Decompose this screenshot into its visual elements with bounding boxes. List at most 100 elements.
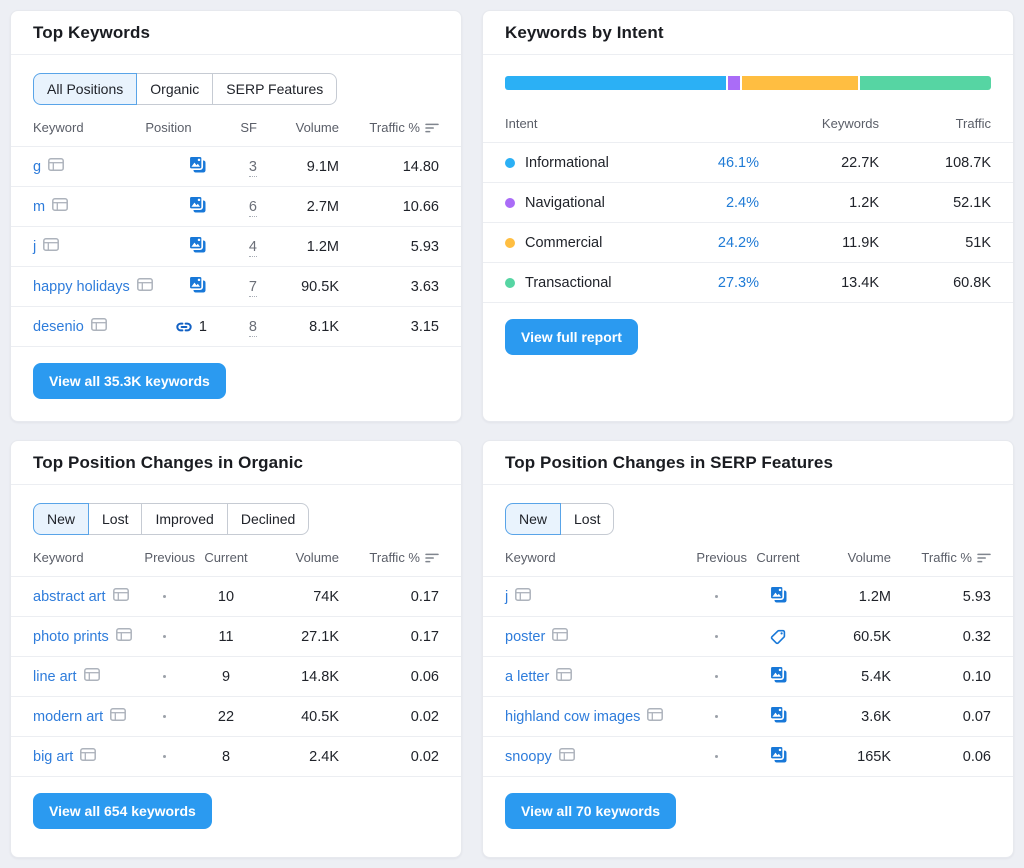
tab-lost[interactable]: Lost	[560, 503, 615, 535]
traffic-value: 0.06	[410, 668, 439, 685]
tab-organic[interactable]: Organic	[136, 73, 214, 105]
intent-keywords-value: 11.9K	[842, 234, 879, 251]
traffic-value: 5.93	[410, 238, 439, 255]
intent-traffic-value: 108.7K	[945, 154, 991, 171]
intent-percent-link[interactable]: 46.1%	[717, 154, 759, 171]
informational-dot-icon	[505, 157, 515, 168]
images-pack-icon[interactable]	[188, 235, 207, 258]
keyword-link[interactable]: poster	[505, 628, 546, 645]
serp-changes-header: Top Position Changes in SERP Features	[483, 441, 1013, 485]
keyword-link[interactable]: happy holidays	[33, 278, 130, 295]
keyword-link[interactable]: abstract art	[33, 588, 106, 605]
current-position-value: 11	[218, 628, 234, 645]
previous-none-dot	[714, 595, 718, 598]
keyword-link[interactable]: g	[33, 158, 42, 175]
keyword-link[interactable]: snoopy	[505, 748, 552, 765]
traffic-value: 0.02	[410, 708, 439, 725]
keyword-link[interactable]: j	[505, 588, 509, 605]
sort-descending-icon[interactable]	[425, 123, 439, 133]
serp-preview-icon[interactable]	[83, 668, 100, 685]
images-pack-icon[interactable]	[768, 665, 788, 688]
sf-count-link[interactable]: 7	[248, 278, 257, 297]
sf-count-link[interactable]: 4	[248, 238, 257, 257]
keyword-link[interactable]: desenio	[33, 318, 84, 335]
serp-preview-icon[interactable]	[90, 318, 107, 335]
keyword-link[interactable]: m	[33, 198, 46, 215]
intent-bar-commercial[interactable]	[741, 76, 858, 90]
traffic-value: 0.32	[962, 628, 991, 645]
intent-bar-transactional[interactable]	[859, 76, 991, 90]
serp-preview-icon[interactable]	[80, 748, 97, 765]
keyword-link[interactable]: highland cow images	[505, 708, 641, 725]
tab-lost[interactable]: Lost	[88, 503, 143, 535]
serp-preview-icon[interactable]	[136, 278, 153, 295]
keyword-link[interactable]: photo prints	[33, 628, 109, 645]
intent-percent-link[interactable]: 27.3%	[717, 274, 759, 291]
intent-bar-navigational[interactable]	[728, 76, 740, 90]
view-all-serp-keywords-button[interactable]: View all 70 keywords	[505, 793, 677, 829]
images-pack-icon[interactable]	[768, 585, 788, 608]
sf-count-link[interactable]: 8	[248, 318, 257, 337]
volume-value: 2.7M	[306, 198, 339, 215]
table-row: a letter 5.4K 0.10	[483, 657, 1013, 697]
view-all-organic-keywords-button[interactable]: View all 654 keywords	[33, 793, 212, 829]
tab-new[interactable]: New	[33, 503, 90, 535]
tab-declined[interactable]: Declined	[226, 503, 310, 535]
intent-bar-informational[interactable]	[505, 76, 727, 90]
current-position-value: 10	[217, 588, 235, 605]
tab-all-positions[interactable]: All Positions	[33, 73, 138, 105]
previous-none-dot	[714, 635, 718, 638]
sort-descending-icon[interactable]	[977, 553, 991, 563]
volume-value: 27.1K	[301, 628, 339, 645]
keyword-link[interactable]: modern art	[33, 708, 104, 725]
sort-descending-icon[interactable]	[425, 553, 439, 563]
serp-preview-icon[interactable]	[52, 198, 69, 215]
view-all-keywords-button[interactable]: View all 35.3K keywords	[33, 363, 226, 399]
serp-changes-title: Top Position Changes in SERP Features	[505, 452, 834, 472]
previous-none-dot	[162, 595, 166, 598]
tab-serp-features[interactable]: SERP Features	[212, 73, 338, 105]
sf-count-link[interactable]: 3	[248, 158, 257, 177]
serp-preview-icon[interactable]	[112, 588, 129, 605]
organic-changes-header: Top Position Changes in Organic	[11, 441, 461, 485]
images-pack-icon[interactable]	[188, 275, 207, 298]
serp-preview-icon[interactable]	[647, 708, 664, 725]
keyword-link[interactable]: j	[33, 238, 37, 255]
table-row: snoopy 165K 0.06	[483, 737, 1013, 777]
tab-new[interactable]: New	[505, 503, 562, 535]
volume-value: 3.6K	[861, 708, 891, 725]
sf-count-link[interactable]: 6	[248, 198, 257, 217]
serp-preview-icon[interactable]	[556, 668, 573, 685]
intent-row: Transactional 27.3% 13.4K 60.8K	[483, 263, 1013, 303]
serp-preview-icon[interactable]	[110, 708, 127, 725]
serp-preview-icon[interactable]	[115, 628, 132, 645]
intent-percent-link[interactable]: 2.4%	[725, 194, 759, 211]
images-pack-icon[interactable]	[188, 195, 207, 218]
serp-preview-icon[interactable]	[558, 748, 575, 765]
intent-percent-link[interactable]: 24.2%	[717, 234, 759, 251]
images-pack-icon[interactable]	[188, 155, 207, 178]
keyword-link[interactable]: big art	[33, 748, 74, 765]
serp-preview-icon[interactable]	[43, 238, 60, 255]
keyword-link[interactable]: a letter	[505, 668, 550, 685]
intent-traffic-value: 52.1K	[953, 194, 991, 211]
serp-preview-icon[interactable]	[48, 158, 65, 175]
intent-stacked-bar	[505, 76, 991, 90]
top-keywords-title: Top Keywords	[33, 22, 151, 42]
images-pack-icon[interactable]	[768, 705, 788, 728]
intent-label: Navigational	[525, 194, 605, 211]
tab-improved[interactable]: Improved	[141, 503, 228, 535]
intent-row: Informational 46.1% 22.7K 108.7K	[483, 143, 1013, 183]
table-row: j 4 1.2M 5.93	[11, 227, 461, 267]
organic-changes-tab-group: New Lost Improved Declined	[33, 503, 310, 535]
keyword-link[interactable]: line art	[33, 668, 77, 685]
intent-label: Informational	[525, 154, 609, 171]
column-header-intent: Intent	[505, 116, 538, 131]
serp-preview-icon[interactable]	[515, 588, 532, 605]
view-full-report-button[interactable]: View full report	[505, 319, 638, 355]
images-pack-icon[interactable]	[768, 745, 788, 768]
previous-none-dot	[714, 755, 718, 758]
organic-changes-panel: Top Position Changes in Organic New Lost…	[10, 440, 462, 858]
price-tag-icon[interactable]	[769, 628, 787, 646]
serp-preview-icon[interactable]	[552, 628, 569, 645]
